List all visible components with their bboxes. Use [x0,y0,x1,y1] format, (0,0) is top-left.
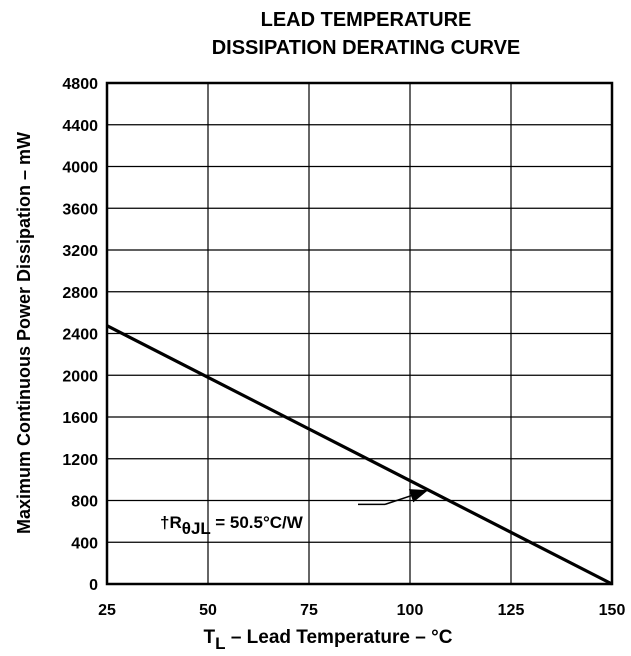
x-axis-label-main: T [204,627,216,648]
plot-frame [105,81,614,586]
y-tick-label-3600: 3600 [62,201,98,218]
annotation-value: = 50.5°C/W [210,513,303,532]
y-tick-label-2400: 2400 [62,327,98,344]
svg-text:TL – Lead Temperature – °C: TL – Lead Temperature – °C [204,627,453,653]
chart-title-line-1: LEAD TEMPERATURE [261,9,472,31]
y-tick-label-0: 0 [89,577,98,594]
annotation-subscript: θJL [182,519,211,538]
annotation-leader-diagonal [384,489,429,506]
series-line-0 [106,324,613,586]
x-tick-label-75: 75 [300,602,318,619]
x-axis-label-rest: – Lead Temperature – °C [226,627,453,648]
x-tick-label-100: 100 [397,602,424,619]
chart-title-line-2: DISSIPATION DERATING CURVE [212,37,521,59]
x-tick-label-125: 125 [498,602,525,619]
x-tick-labels: 25 50 75 100 125 150 [98,602,625,619]
y-axis-label: Maximum Continuous Power Dissipation – m… [14,132,34,534]
x-axis-label-subscript: L [215,634,225,653]
y-tick-label-1600: 1600 [62,410,98,427]
annotation-dagger: † [160,513,169,532]
y-tick-label-3200: 3200 [62,243,98,260]
y-tick-label-4000: 4000 [62,160,98,177]
y-tick-labels: 0 400 800 1200 1600 2000 2400 2800 3200 3600 4000 4… [62,76,98,594]
y-tick-label-4800: 4800 [62,76,98,93]
y-tick-label-2000: 2000 [62,368,98,385]
y-tick-label-400: 400 [71,535,98,552]
x-tick-label-25: 25 [98,602,116,619]
annotation: †RθJL = 50.5°C/W [160,489,429,538]
y-tick-label-1200: 1200 [62,452,98,469]
y-tick-label-800: 800 [71,494,98,511]
svg-text:†RθJL = 50.5°C/W: †RθJL = 50.5°C/W [160,513,304,538]
x-tick-label-50: 50 [199,602,217,619]
x-tick-label-150: 150 [599,602,626,619]
grid-lines [107,83,612,584]
y-tick-label-4400: 4400 [62,118,98,135]
series-lines [106,324,613,586]
annotation-r: R [169,513,181,532]
y-tick-label-2800: 2800 [62,285,98,302]
